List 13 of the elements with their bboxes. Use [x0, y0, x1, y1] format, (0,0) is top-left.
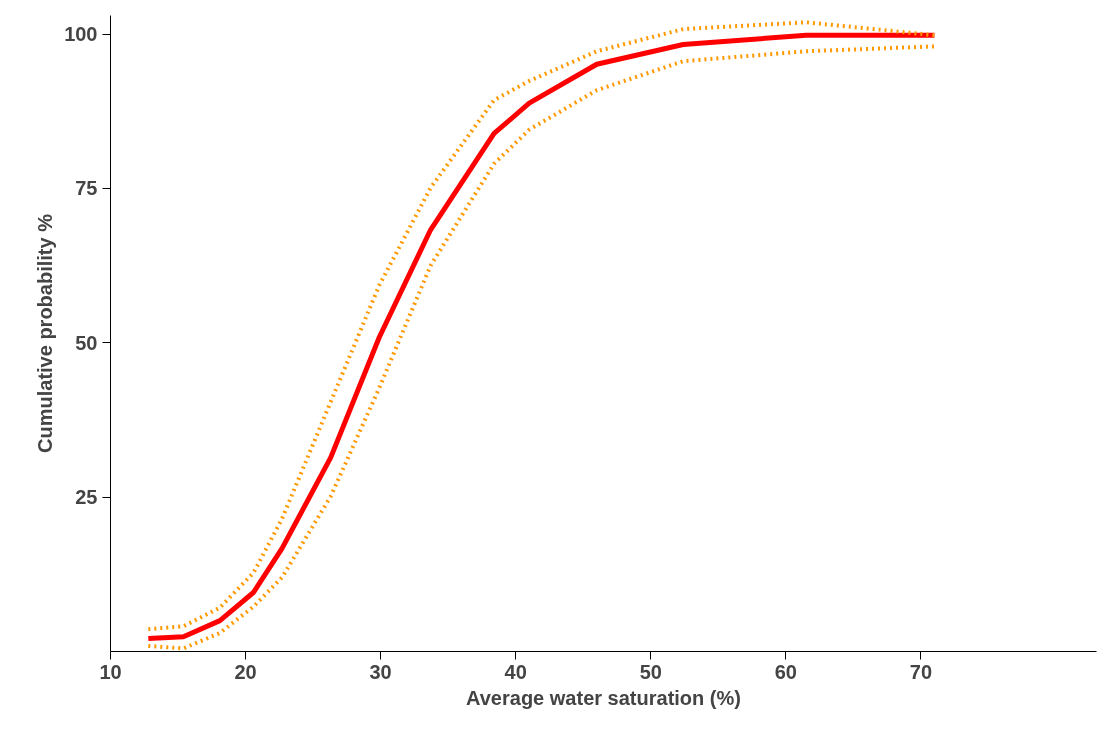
y-axis-title: Cumulative probability %	[34, 213, 57, 453]
y-tick-label: 100	[64, 23, 98, 46]
x-axis-title: Average water saturation (%)	[466, 686, 741, 709]
x-tick-label: 30	[369, 660, 392, 683]
x-tick-label: 70	[909, 660, 933, 683]
y-tick-label: 25	[75, 486, 98, 509]
x-tick-label: 20	[234, 660, 257, 683]
x-tick-label: 50	[639, 660, 662, 683]
x-tick-label: 60	[774, 660, 797, 683]
x-tick-label: 40	[504, 660, 527, 683]
y-tick-label: 50	[75, 331, 98, 354]
x-tick-label: 10	[99, 660, 122, 683]
y-tick-label: 75	[75, 177, 98, 200]
